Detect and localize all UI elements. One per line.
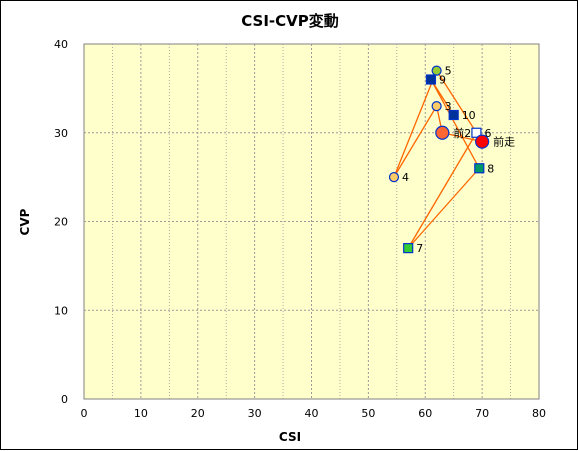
x-axis-title: CSI bbox=[279, 430, 301, 444]
y-tick-label: 10 bbox=[54, 304, 68, 317]
point-label: 7 bbox=[416, 242, 423, 255]
point-marker bbox=[388, 172, 400, 183]
point-label: 9 bbox=[439, 74, 446, 87]
connector-line bbox=[407, 167, 480, 249]
connector-line bbox=[436, 70, 477, 134]
point-marker bbox=[425, 74, 437, 85]
x-tick-label: 30 bbox=[248, 407, 262, 420]
point-label: 5 bbox=[445, 65, 452, 78]
point-label: 4 bbox=[402, 171, 409, 184]
x-tick-label: 80 bbox=[532, 407, 546, 420]
point-label: 8 bbox=[487, 162, 494, 175]
y-tick-label: 0 bbox=[61, 393, 68, 406]
y-tick-label: 40 bbox=[54, 38, 68, 51]
point-label: 10 bbox=[462, 109, 476, 122]
connector-line bbox=[393, 105, 438, 178]
x-tick-label: 50 bbox=[361, 407, 375, 420]
x-tick-label: 40 bbox=[305, 407, 319, 420]
x-tick-label: 10 bbox=[134, 407, 148, 420]
connector-line bbox=[430, 79, 480, 169]
connector-line bbox=[407, 132, 477, 249]
point-label: 6 bbox=[484, 127, 491, 140]
point-label: 3 bbox=[445, 100, 452, 113]
connector-line bbox=[393, 70, 438, 178]
y-tick-label: 30 bbox=[54, 127, 68, 140]
y-axis-title: CVP bbox=[18, 208, 32, 235]
y-tick-label: 20 bbox=[54, 216, 68, 229]
point-marker bbox=[403, 243, 414, 254]
point-label: 前2 bbox=[453, 126, 471, 140]
plot-area: 0 10 20 30 40 50 60 70 80 0 10 20 30 40 前走 前23 4 5 6 7 8 9 10 bbox=[54, 38, 546, 420]
point-marker bbox=[475, 134, 490, 149]
point-marker bbox=[471, 127, 482, 138]
x-tick-label: 70 bbox=[475, 407, 489, 420]
point-marker bbox=[474, 163, 485, 174]
point-marker bbox=[435, 125, 450, 140]
point-label: 前走 bbox=[493, 135, 515, 149]
point-marker bbox=[431, 101, 442, 112]
x-tick-label: 60 bbox=[418, 407, 432, 420]
x-tick-label: 20 bbox=[191, 407, 205, 420]
connector-line bbox=[430, 79, 455, 116]
point-marker bbox=[431, 65, 442, 76]
chart-title: CSI-CVP変動 bbox=[241, 12, 339, 30]
x-tick-label: 0 bbox=[81, 407, 88, 420]
point-marker bbox=[448, 109, 459, 121]
